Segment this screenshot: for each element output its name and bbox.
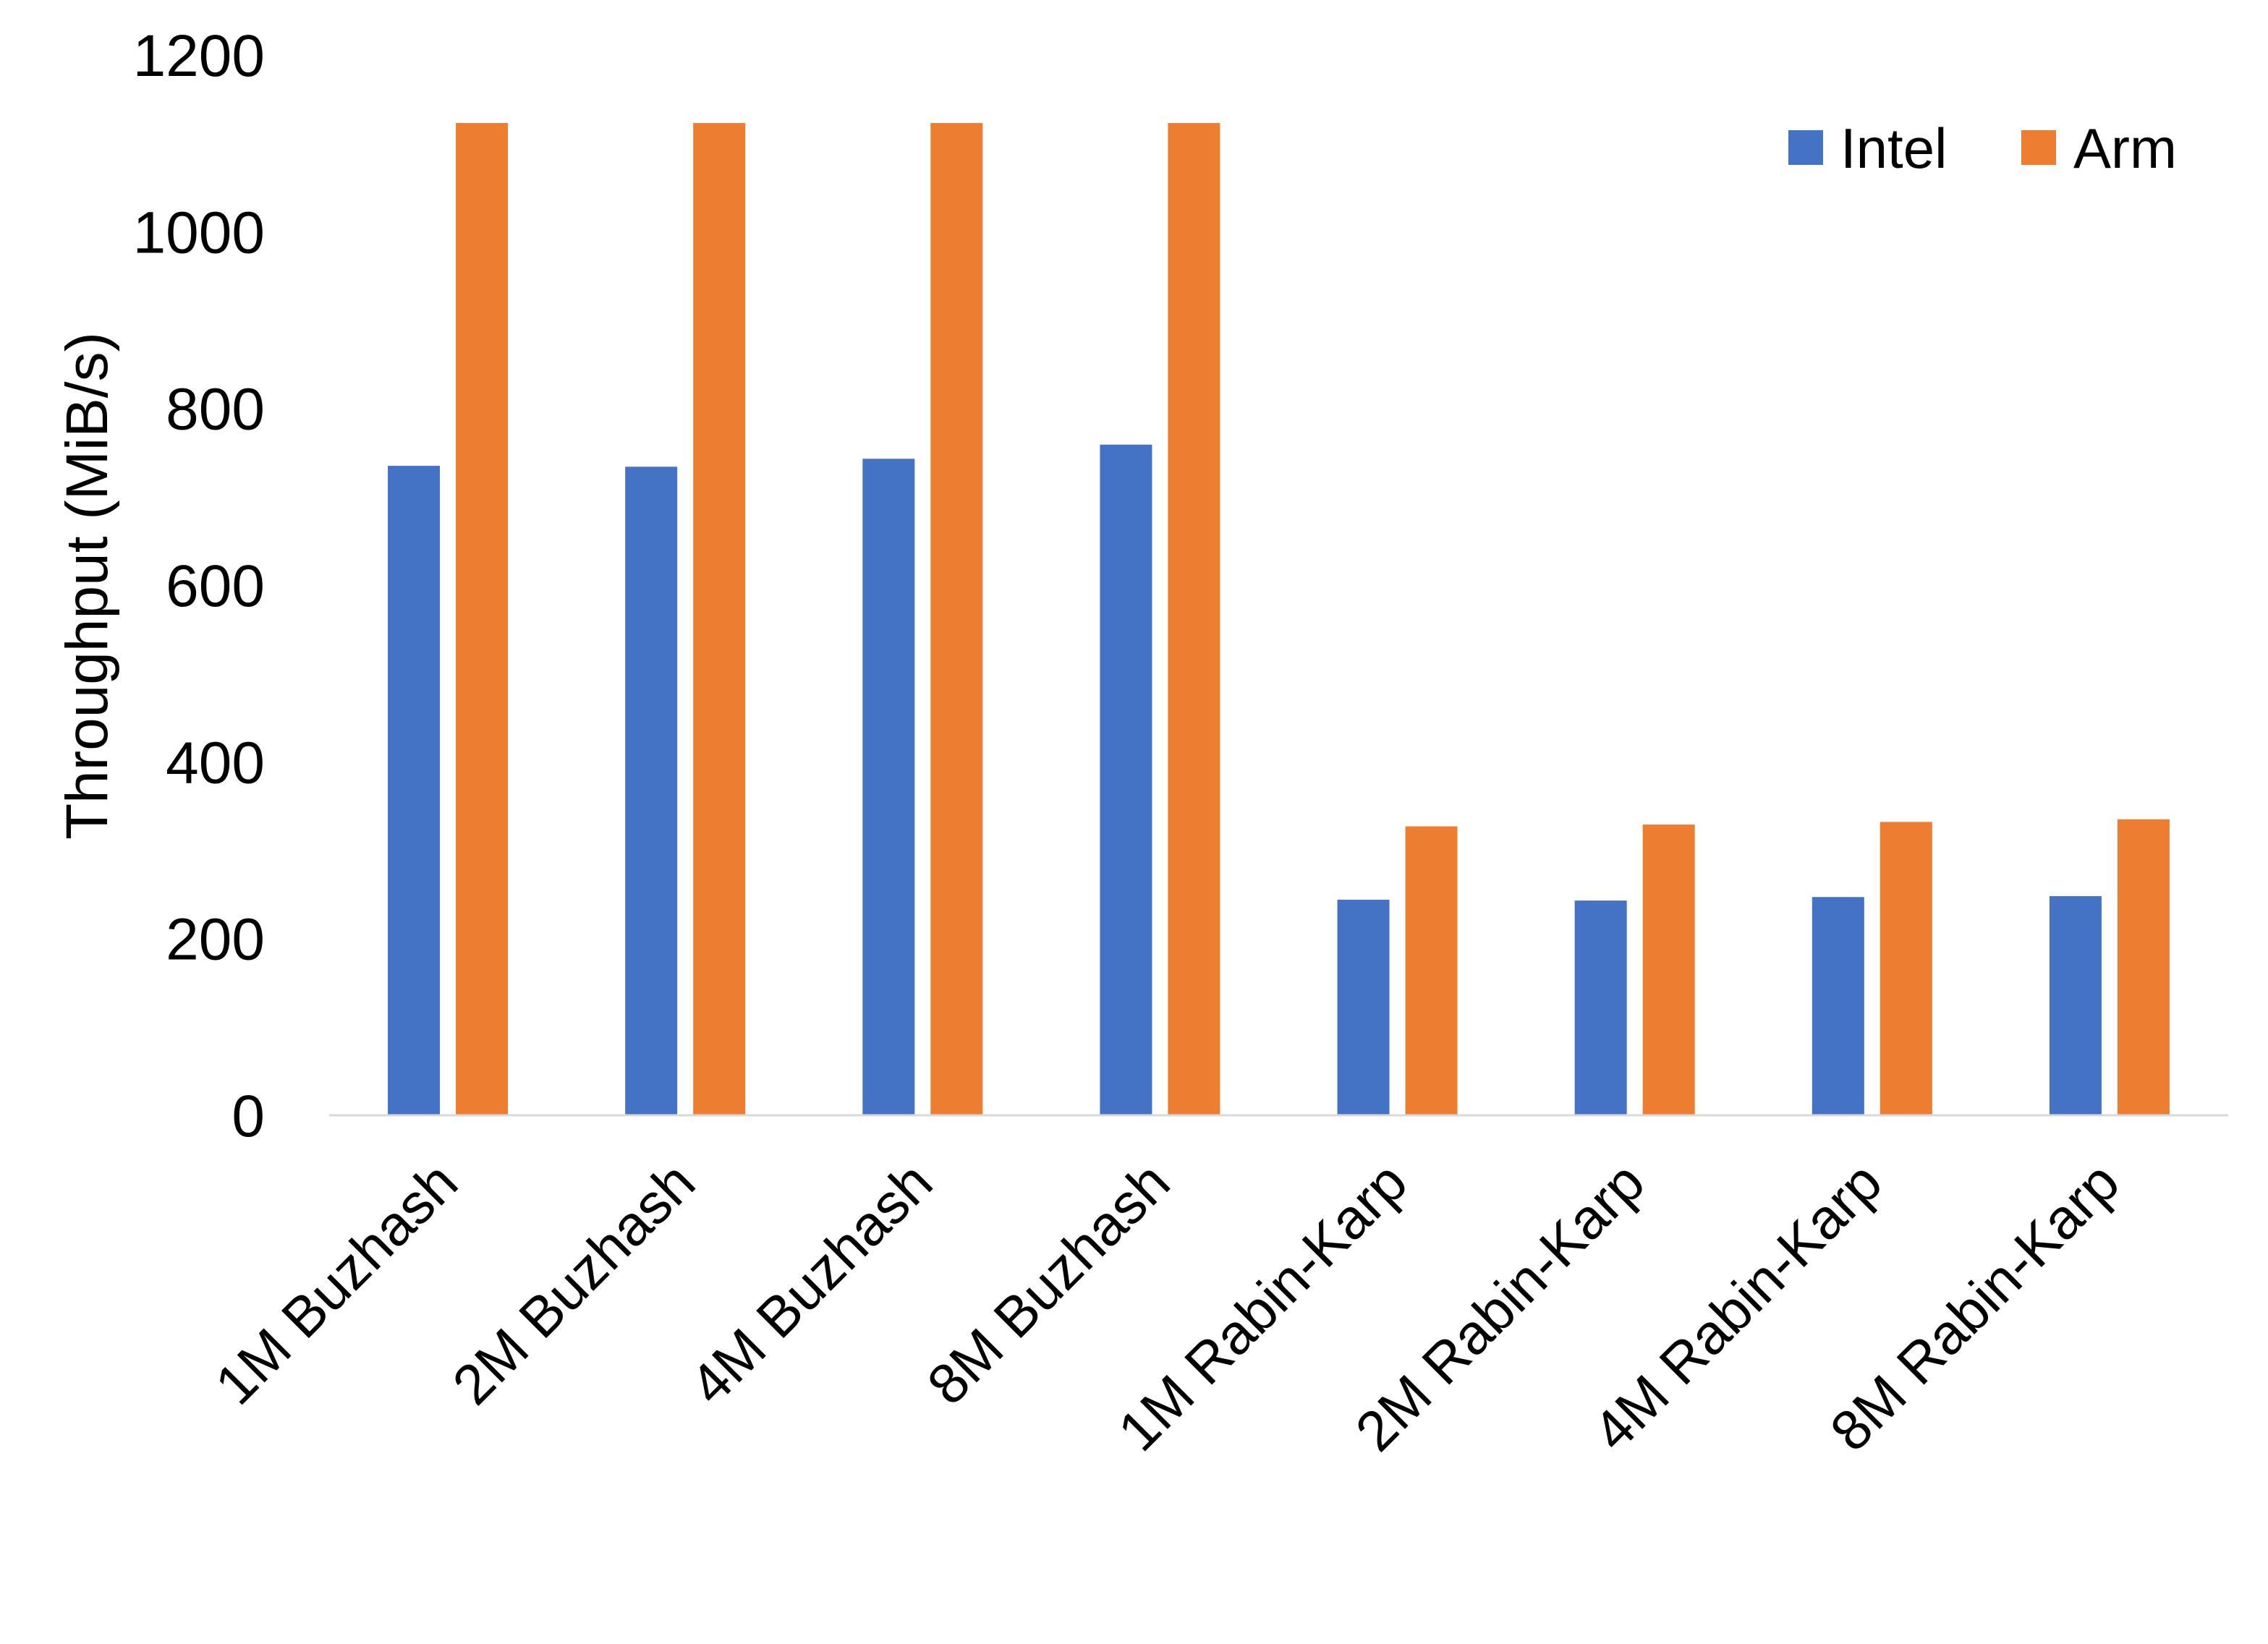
bar-arm-0: [456, 123, 509, 1115]
bar-intel-7: [2049, 896, 2102, 1115]
y-tick-label: 800: [166, 377, 265, 443]
bar-intel-4: [1337, 899, 1390, 1115]
bar-intel-2: [862, 459, 915, 1115]
y-axis-ticks: 0 200 400 600 800 1000 1200: [133, 23, 265, 1149]
y-tick-label: 1000: [133, 200, 265, 265]
y-tick-label: 600: [166, 553, 265, 619]
y-tick-label: 400: [166, 730, 265, 796]
bar-arm-7: [2117, 819, 2170, 1115]
bar-arm-1: [693, 123, 746, 1115]
bar-arm-2: [930, 123, 983, 1115]
legend-swatch-arm: [2021, 130, 2056, 165]
legend: Intel Arm: [1788, 116, 2177, 180]
bar-intel-3: [1100, 444, 1152, 1115]
y-tick-label: 0: [232, 1083, 265, 1149]
legend-swatch-intel: [1788, 130, 1823, 165]
y-axis-title: Throughput (MiB/s): [54, 332, 120, 840]
y-tick-label: 200: [166, 907, 265, 973]
bar-intel-6: [1812, 897, 1864, 1115]
bar-arm-4: [1405, 826, 1458, 1115]
bar-arm-3: [1168, 123, 1220, 1115]
legend-label-intel: Intel: [1840, 116, 1947, 180]
y-tick-label: 1200: [133, 23, 265, 89]
bars: [388, 123, 2170, 1115]
legend-label-arm: Arm: [2073, 116, 2177, 180]
bar-intel-1: [625, 467, 678, 1115]
bar-arm-5: [1642, 825, 1695, 1115]
bar-intel-5: [1574, 900, 1627, 1115]
bar-intel-0: [388, 466, 441, 1115]
bar-arm-6: [1880, 822, 1932, 1115]
